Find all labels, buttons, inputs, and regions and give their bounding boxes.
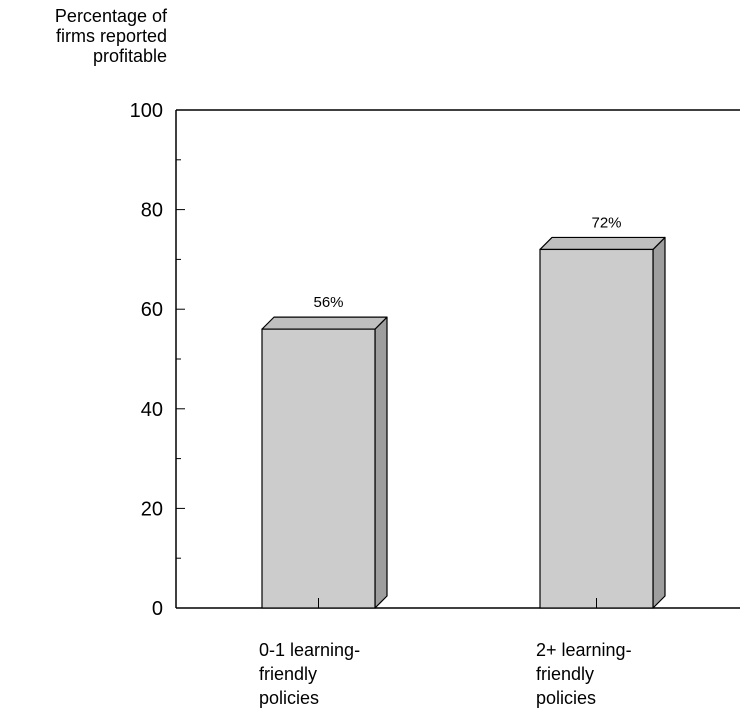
bar-0 xyxy=(261,328,376,609)
data-label-0: 56% xyxy=(313,294,343,311)
y-tick-label: 40 xyxy=(141,399,163,421)
bar-side-0 xyxy=(374,316,388,609)
bar-top-1 xyxy=(539,236,666,251)
x-tick-label-1: 2+ learning- friendly policies xyxy=(536,640,632,708)
y-tick-label: 80 xyxy=(141,200,163,222)
data-label-1: 72% xyxy=(591,214,621,231)
y-tick-label: 60 xyxy=(141,299,163,321)
y-axis-title-line-2: firms reported xyxy=(55,26,167,46)
bar-1 xyxy=(539,248,654,609)
bar-top-0 xyxy=(261,316,388,330)
y-tick-label: 20 xyxy=(141,498,163,520)
y-axis-title-line-3: profitable xyxy=(92,46,167,66)
y-axis-title-line-1: Percentage of xyxy=(54,6,167,26)
bar-side-1 xyxy=(652,236,666,609)
x-tick-label-0: 0-1 learning- friendly policies xyxy=(259,640,361,708)
y-tick-label: 100 xyxy=(130,100,163,122)
y-tick-label: 0 xyxy=(152,598,163,620)
